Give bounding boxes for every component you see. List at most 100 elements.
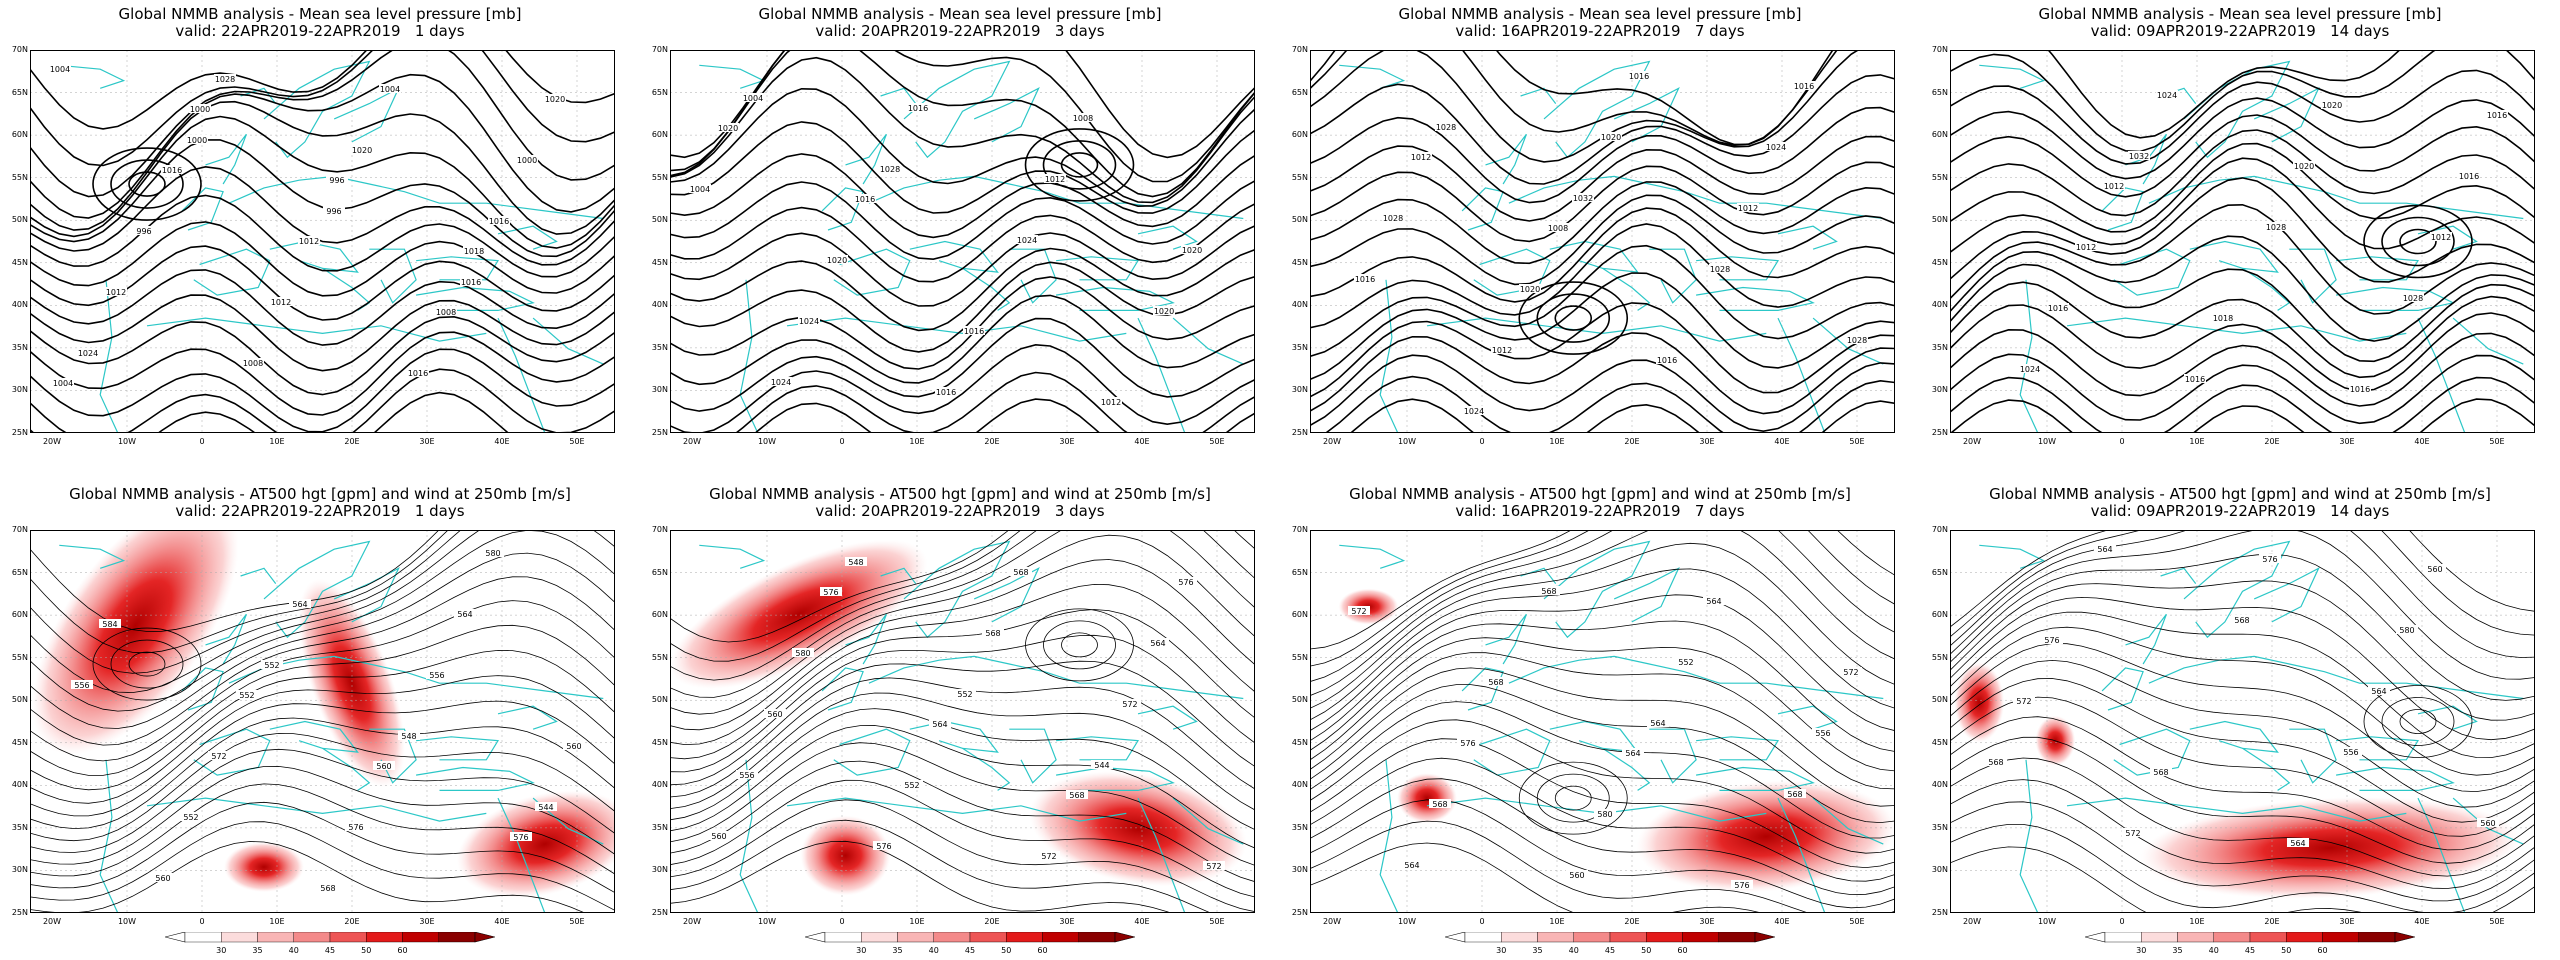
- isoline: [1950, 69, 2535, 165]
- isoline: [30, 348, 615, 433]
- latitude-tick: 70N: [1291, 525, 1308, 534]
- coastline: [228, 175, 604, 220]
- isoline: [30, 50, 615, 130]
- colorbar-tick: 30: [2136, 946, 2146, 955]
- longitude-tick: 0: [2119, 917, 2125, 926]
- latitude-tick: 25N: [1931, 428, 1948, 437]
- isoline: [670, 660, 1255, 786]
- latitude-tick: 55N: [11, 652, 28, 662]
- isoline-label: 1020: [545, 95, 565, 104]
- isoline: [30, 73, 615, 219]
- coastline: [240, 87, 277, 104]
- isoline-label: 1000: [187, 136, 207, 145]
- map-panel-7: Global NMMB analysis - AT500 hgt [gpm] a…: [1280, 480, 1920, 960]
- latitude-tick: 60N: [1291, 130, 1308, 140]
- longitude-tick: 20W: [1962, 917, 1982, 926]
- coastline: [2148, 175, 2524, 220]
- wind-speed-shading: [670, 539, 928, 689]
- isoline-label: 1028: [215, 75, 235, 84]
- panel-title: Global NMMB analysis - Mean sea level pr…: [758, 5, 1162, 23]
- isoline: [1950, 757, 2535, 877]
- isoline: [1950, 142, 2535, 233]
- isoline: [30, 315, 615, 396]
- coastline: [1508, 175, 1884, 220]
- colorbar-tick: 50: [1641, 946, 1651, 955]
- isoline: [30, 765, 615, 865]
- coastline: [2452, 317, 2524, 365]
- isoline: [1324, 375, 1895, 433]
- coastline: [1812, 797, 1884, 845]
- isoline-label: 568: [2153, 768, 2168, 777]
- coastline: [699, 544, 766, 569]
- latitude-tick: 60N: [651, 610, 668, 620]
- isoline: [1310, 161, 1895, 243]
- isoline: [1310, 620, 1895, 752]
- isoline-label: 568: [1432, 800, 1447, 809]
- coastline: [1777, 797, 1826, 913]
- longitude-tick: 0: [839, 437, 845, 446]
- coastline: [1696, 736, 1780, 761]
- isoline: [1310, 50, 1839, 147]
- map-panel-6: Global NMMB analysis - AT500 hgt [gpm] a…: [640, 480, 1280, 960]
- coastline: [181, 667, 224, 711]
- closed-isoline: [1042, 140, 1117, 190]
- isoline: [1310, 74, 1895, 185]
- latitude-tick: 50N: [1291, 695, 1308, 705]
- panel-valid-period: valid: 20APR2019-22APR2019 3 days: [815, 502, 1105, 520]
- isoline-label: 568: [985, 629, 1000, 638]
- latitude-tick: 60N: [1291, 610, 1308, 620]
- isoline-label: 564: [1625, 749, 1640, 758]
- latitude-tick: 30N: [1931, 865, 1948, 875]
- longitude-tick: 10E: [909, 437, 925, 446]
- isoline: [30, 50, 615, 167]
- isoline-label: 576: [876, 842, 891, 851]
- isoline-label: 1016: [408, 369, 428, 378]
- longitude-tick: 10E: [2189, 437, 2205, 446]
- isoline: [670, 583, 1255, 746]
- isoline: [1950, 580, 2535, 721]
- wind-speed-shading: [224, 842, 304, 893]
- isoline: [1310, 194, 1895, 286]
- latitude-tick: 45N: [1931, 737, 1948, 747]
- isoline: [1310, 637, 1895, 772]
- isoline: [754, 398, 1255, 433]
- map-panel-8: Global NMMB analysis - AT500 hgt [gpm] a…: [1920, 480, 2560, 960]
- map-frame: 556 560 564 568 564 568 572 576 580 572 568 564 560 5…: [1950, 530, 2535, 913]
- isoline-label: 1016: [936, 388, 956, 397]
- isoline: [30, 841, 586, 913]
- longitude-tick: 0: [199, 437, 205, 446]
- longitude-tick: 40E: [494, 917, 510, 926]
- isoline: [1950, 530, 2535, 658]
- coastline: [1979, 544, 2046, 569]
- isoline-label: 564: [1706, 597, 1721, 606]
- isoline-label: 1032: [2129, 152, 2149, 161]
- coastline: [497, 317, 546, 433]
- colorbar-tick: 60: [1037, 946, 1047, 955]
- longitude-tick: 10E: [269, 437, 285, 446]
- isoline: [670, 692, 1255, 811]
- isoline: [670, 819, 1212, 913]
- longitude-tick: 40E: [2414, 917, 2430, 926]
- longitude-tick: 0: [839, 917, 845, 926]
- isoline: [30, 530, 462, 674]
- isoline: [30, 50, 615, 198]
- coastline: [1473, 248, 1551, 296]
- coastline: [1508, 655, 1884, 700]
- coastline: [1602, 747, 1651, 791]
- coastline: [1056, 736, 1140, 761]
- isoline: [1950, 801, 2535, 902]
- longitude-tick: 30E: [419, 437, 435, 446]
- isoline-label: 1008: [1073, 114, 1093, 123]
- isoline: [670, 50, 1255, 159]
- longitude-tick: 50E: [2489, 917, 2505, 926]
- isoline: [30, 115, 615, 249]
- isoline: [1310, 778, 1895, 896]
- isoline: [30, 552, 615, 729]
- longitude-tick: 0: [1479, 437, 1485, 446]
- coastline: [1379, 759, 1399, 913]
- isoline: [1310, 354, 1895, 433]
- panel-title: Global NMMB analysis - Mean sea level pr…: [118, 5, 522, 23]
- closed-isoline: [1554, 785, 1592, 811]
- isoline: [1950, 736, 2535, 864]
- map-svg: 1004 1028 1024 1020 1024 1016 1012 1020 1024 1016…: [670, 50, 1255, 433]
